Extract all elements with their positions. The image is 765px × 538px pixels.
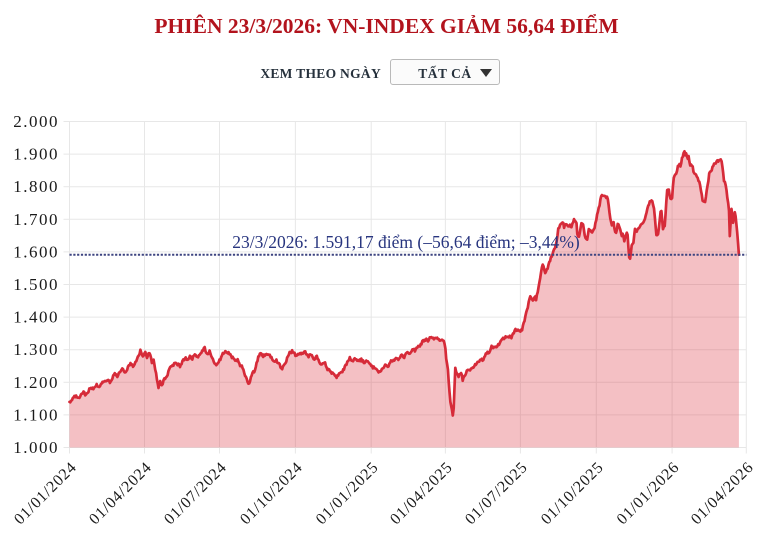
- svg-text:1.100: 1.100: [13, 405, 59, 424]
- svg-text:23/3/2026: 1.591,17 điểm (–56,: 23/3/2026: 1.591,17 điểm (–56,64 điểm; –…: [232, 232, 580, 252]
- svg-text:01/01/2026: 01/01/2026: [614, 459, 683, 528]
- svg-text:1.700: 1.700: [13, 210, 59, 229]
- svg-text:2.000: 2.000: [13, 112, 59, 131]
- svg-text:1.900: 1.900: [13, 145, 59, 164]
- svg-text:01/01/2024: 01/01/2024: [11, 459, 80, 528]
- svg-text:01/10/2024: 01/10/2024: [237, 459, 306, 528]
- svg-text:01/07/2025: 01/07/2025: [462, 459, 531, 528]
- svg-text:01/04/2026: 01/04/2026: [688, 459, 757, 528]
- svg-text:1.800: 1.800: [13, 177, 59, 196]
- svg-text:01/04/2025: 01/04/2025: [387, 459, 456, 528]
- svg-text:01/01/2025: 01/01/2025: [313, 459, 382, 528]
- svg-text:01/07/2024: 01/07/2024: [161, 459, 230, 528]
- svg-text:1.200: 1.200: [13, 373, 59, 392]
- svg-text:1.500: 1.500: [13, 275, 59, 294]
- svg-text:01/04/2024: 01/04/2024: [86, 459, 155, 528]
- svg-text:1.000: 1.000: [13, 438, 59, 457]
- svg-text:01/10/2025: 01/10/2025: [538, 459, 607, 528]
- svg-text:1.300: 1.300: [13, 340, 59, 359]
- svg-text:1.600: 1.600: [13, 242, 59, 261]
- svg-text:1.400: 1.400: [13, 308, 59, 327]
